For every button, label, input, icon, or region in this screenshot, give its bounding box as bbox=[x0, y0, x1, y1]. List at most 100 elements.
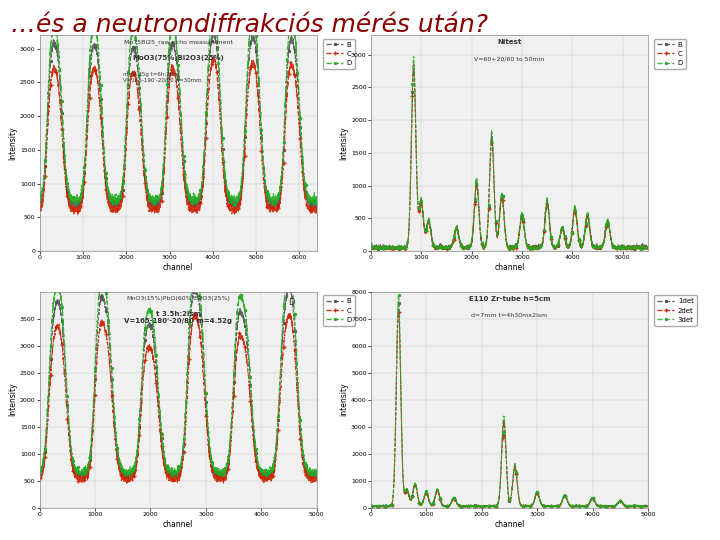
C bbox=[67, 209, 76, 215]
2det bbox=[485, 504, 494, 511]
D bbox=[312, 465, 321, 472]
C bbox=[153, 205, 162, 211]
B bbox=[568, 226, 577, 232]
B bbox=[191, 284, 199, 290]
B bbox=[84, 467, 92, 474]
B bbox=[277, 174, 286, 180]
3det bbox=[483, 503, 492, 509]
Line: B: B bbox=[38, 29, 318, 212]
B bbox=[485, 174, 494, 181]
1det bbox=[568, 503, 577, 510]
B bbox=[378, 245, 387, 252]
Text: V=60+20/60 to 50min: V=60+20/60 to 50min bbox=[474, 57, 544, 62]
Text: d=7mm t=4h30mx2ism: d=7mm t=4h30mx2ism bbox=[472, 313, 547, 318]
C bbox=[568, 227, 577, 233]
Text: m=2.35g t=6h:2ism
V=165-190'-20/90 h=30mm: m=2.35g t=6h:2ism V=165-190'-20/90 h=30m… bbox=[122, 72, 202, 83]
3det bbox=[395, 292, 403, 299]
B bbox=[366, 245, 375, 252]
D bbox=[84, 100, 92, 107]
C bbox=[483, 231, 492, 237]
3det bbox=[644, 503, 652, 509]
X-axis label: channel: channel bbox=[494, 519, 525, 529]
2det bbox=[568, 503, 577, 510]
D bbox=[170, 475, 179, 481]
Line: B: B bbox=[369, 63, 649, 250]
B bbox=[498, 195, 507, 202]
B bbox=[142, 180, 150, 186]
B bbox=[483, 229, 492, 235]
B bbox=[210, 26, 218, 33]
Line: 1det: 1det bbox=[369, 302, 649, 508]
2det bbox=[498, 432, 507, 438]
Line: D: D bbox=[38, 10, 318, 207]
D bbox=[35, 193, 44, 199]
X-axis label: channel: channel bbox=[163, 263, 194, 272]
Legend: 1det, 2det, 3det: 1det, 2det, 3det bbox=[654, 295, 696, 326]
D bbox=[192, 266, 201, 272]
C bbox=[73, 212, 82, 219]
1det bbox=[498, 429, 507, 435]
C bbox=[67, 456, 76, 463]
D bbox=[621, 244, 630, 251]
Line: C: C bbox=[37, 54, 319, 218]
Legend: B, C, D: B, C, D bbox=[654, 38, 686, 69]
C bbox=[635, 245, 644, 252]
B bbox=[215, 477, 223, 483]
C bbox=[142, 190, 150, 196]
3det bbox=[366, 504, 375, 510]
C bbox=[644, 245, 652, 252]
D bbox=[67, 445, 76, 451]
Line: 2det: 2det bbox=[369, 310, 650, 510]
D bbox=[35, 469, 44, 475]
D bbox=[568, 226, 577, 232]
Line: 3det: 3det bbox=[369, 294, 649, 509]
B bbox=[644, 245, 652, 252]
1det bbox=[621, 503, 630, 510]
1det bbox=[635, 503, 644, 509]
3det bbox=[627, 504, 636, 511]
D bbox=[527, 247, 536, 253]
1det bbox=[483, 503, 492, 510]
C bbox=[277, 369, 286, 375]
Text: MoO3(75%)Bi2O3(25%): MoO3(75%)Bi2O3(25%) bbox=[132, 55, 224, 60]
2det bbox=[621, 503, 630, 510]
D bbox=[112, 202, 121, 209]
1det bbox=[485, 503, 494, 510]
Text: t 3.5h:2ism
V=165-180'-20/80 m=4.52g: t 3.5h:2ism V=165-180'-20/80 m=4.52g bbox=[124, 311, 232, 324]
X-axis label: channel: channel bbox=[163, 519, 194, 529]
2det bbox=[485, 503, 494, 510]
1det bbox=[395, 300, 403, 307]
2det bbox=[395, 309, 403, 315]
D bbox=[153, 378, 162, 384]
C bbox=[307, 476, 316, 483]
B bbox=[312, 203, 321, 210]
D bbox=[409, 53, 418, 60]
C bbox=[307, 208, 316, 214]
Line: B: B bbox=[38, 285, 318, 481]
Y-axis label: Intensity: Intensity bbox=[8, 126, 17, 160]
2det bbox=[635, 503, 644, 509]
B bbox=[35, 197, 44, 203]
Line: C: C bbox=[369, 69, 650, 253]
Y-axis label: intensity: intensity bbox=[339, 383, 348, 416]
B bbox=[621, 245, 630, 252]
C bbox=[189, 309, 198, 316]
B bbox=[67, 448, 76, 454]
C bbox=[84, 470, 92, 477]
C bbox=[153, 403, 162, 409]
C bbox=[498, 197, 507, 203]
B bbox=[151, 208, 160, 214]
D bbox=[84, 463, 92, 469]
Line: C: C bbox=[37, 311, 319, 485]
D bbox=[483, 228, 492, 235]
C bbox=[410, 68, 418, 75]
D bbox=[307, 200, 316, 206]
1det bbox=[369, 503, 377, 510]
C bbox=[35, 475, 44, 481]
Legend: B, C, D: B, C, D bbox=[323, 38, 355, 69]
B bbox=[67, 202, 76, 209]
D bbox=[366, 243, 375, 249]
B bbox=[307, 472, 316, 479]
B bbox=[277, 348, 286, 354]
3det bbox=[485, 503, 494, 510]
